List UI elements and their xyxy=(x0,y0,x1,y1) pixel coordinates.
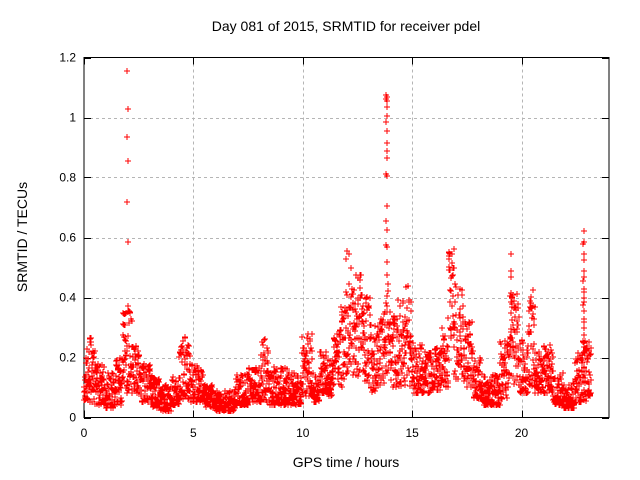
axes-and-ticks xyxy=(83,57,610,419)
y-tick-label: 1 xyxy=(69,111,76,125)
y-tick-label: 0 xyxy=(69,411,76,425)
tick-labels: 0 5 10 15 20 0 0.2 0.4 0.6 0.8 1 1.2 xyxy=(59,51,528,441)
y-tick-label: 0.2 xyxy=(59,351,76,365)
y-tick-label: 1.2 xyxy=(59,51,76,65)
plot-frame xyxy=(83,57,610,418)
x-tick-label: 15 xyxy=(405,426,419,440)
x-axis-label: GPS time / hours xyxy=(293,454,400,470)
y-axis-label: SRMTID / TECUs xyxy=(14,182,30,292)
x-tick-label: 0 xyxy=(81,426,88,440)
x-tick-label: 20 xyxy=(515,426,529,440)
x-tick-label: 10 xyxy=(296,426,310,440)
scatter-markers xyxy=(81,68,594,414)
x-tick-label: 5 xyxy=(190,426,197,440)
y-tick-label: 0.8 xyxy=(59,171,76,185)
data-points xyxy=(81,68,594,414)
y-tick-label: 0.6 xyxy=(59,231,76,245)
chart-title: Day 081 of 2015, SRMTID for receiver pde… xyxy=(212,18,480,34)
y-tick-label: 0.4 xyxy=(59,291,76,305)
